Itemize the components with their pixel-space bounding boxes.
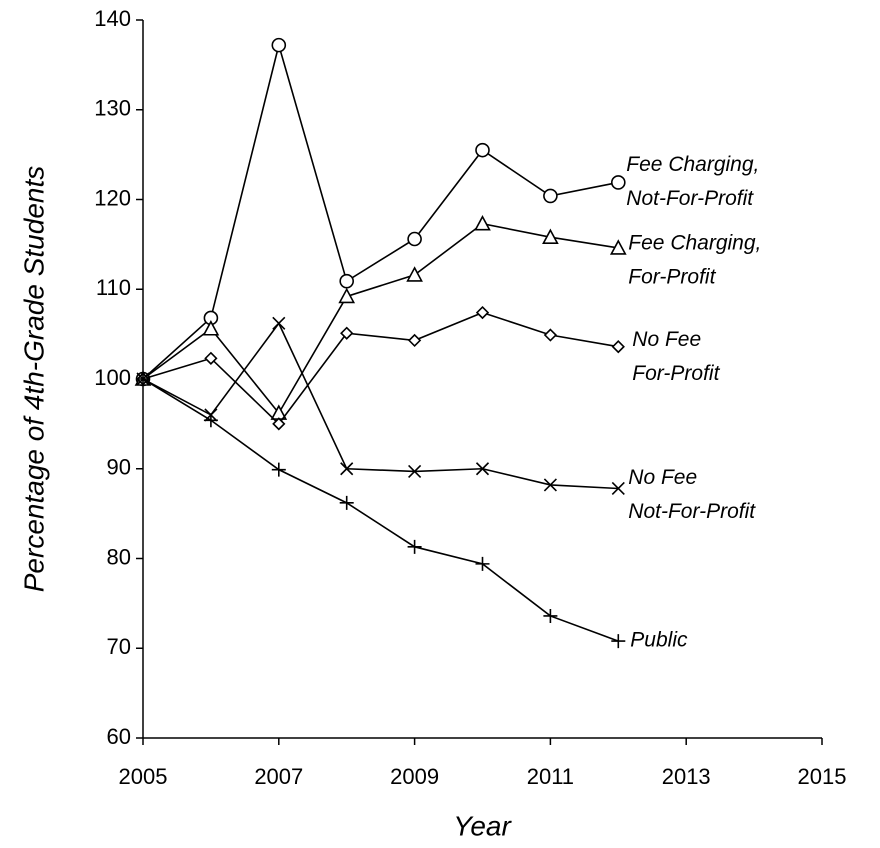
marker <box>543 188 558 204</box>
y-tick-label: 140 <box>94 6 131 31</box>
marker <box>339 495 354 510</box>
marker <box>340 462 354 476</box>
marker <box>136 372 150 386</box>
marker <box>406 266 423 282</box>
x-tick-label: 2011 <box>527 764 574 789</box>
y-tick-label: 60 <box>107 724 131 749</box>
x-tick-label: 2013 <box>662 764 711 789</box>
marker <box>542 228 559 244</box>
marker <box>474 215 491 231</box>
y-tick-label: 80 <box>107 544 131 569</box>
x-tick-label: 2015 <box>798 764 847 789</box>
marker <box>339 273 355 289</box>
series-label: Public <box>630 629 688 652</box>
series-line <box>142 378 619 642</box>
marker <box>338 287 356 304</box>
x-tick-label: 2009 <box>390 764 439 789</box>
y-tick-label: 100 <box>94 365 131 390</box>
x-tick-label: 2007 <box>254 764 303 789</box>
series-line <box>142 42 619 380</box>
y-tick-label: 130 <box>94 96 131 121</box>
x-axis-title: Year <box>453 810 512 841</box>
series-label: No Fee <box>632 328 701 351</box>
marker <box>609 239 627 255</box>
marker <box>475 305 490 320</box>
series-line <box>142 311 619 426</box>
series-label: Not-For-Profit <box>628 500 756 523</box>
series-line <box>142 321 619 490</box>
marker <box>475 556 490 571</box>
y-tick-label: 120 <box>94 185 131 210</box>
y-tick-label: 90 <box>107 455 131 480</box>
marker <box>611 340 625 354</box>
marker <box>340 326 354 340</box>
series-label: Fee Charging, <box>626 153 759 176</box>
marker <box>271 462 286 477</box>
marker <box>611 481 625 496</box>
y-tick-label: 110 <box>96 275 131 300</box>
marker <box>271 37 287 53</box>
y-tick-label: 70 <box>107 634 131 659</box>
marker <box>204 351 218 365</box>
marker <box>543 328 558 342</box>
marker <box>202 320 220 336</box>
y-axis-title: Percentage of 4th-Grade Students <box>18 166 49 593</box>
marker <box>475 142 490 158</box>
series-line <box>142 222 619 415</box>
marker <box>543 478 557 492</box>
marker <box>203 413 218 428</box>
marker <box>407 539 422 554</box>
series-label: Fee Charging, <box>628 232 761 255</box>
marker <box>407 333 422 348</box>
marker <box>407 231 422 247</box>
marker <box>272 417 286 431</box>
marker <box>610 175 626 190</box>
series-label: For-Profit <box>628 266 716 289</box>
marker <box>543 608 558 623</box>
marker <box>611 634 626 649</box>
marker <box>272 316 286 330</box>
series-label: No Fee <box>628 466 697 489</box>
series-label: Not-For-Profit <box>626 187 754 210</box>
series-label: For-Profit <box>632 362 720 385</box>
x-tick-label: 2005 <box>119 764 168 789</box>
marker <box>408 464 422 479</box>
marker <box>475 462 490 476</box>
